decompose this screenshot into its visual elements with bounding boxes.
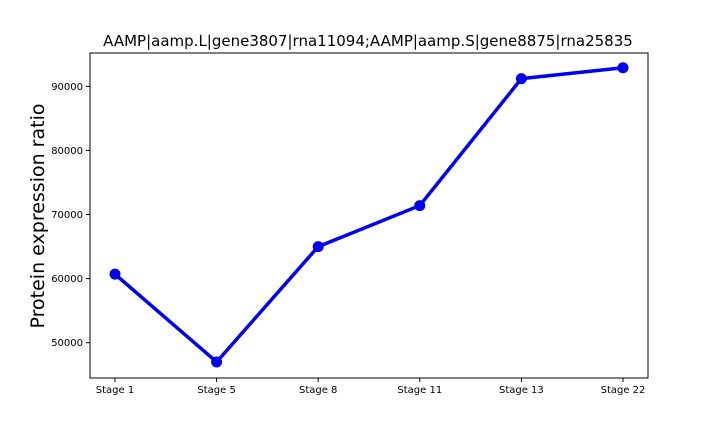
data-point [211, 356, 223, 368]
data-point [414, 200, 426, 212]
data-point [312, 241, 324, 253]
data-point [617, 62, 629, 74]
y-axis: 50000 60000 70000 80000 90000 [51, 82, 90, 349]
x-axis: Stage 1 Stage 5 Stage 8 Stage 11 Stage 13 Sta… [96, 378, 646, 396]
x-tick-label: Stage 8 [299, 385, 337, 396]
data-point [515, 73, 527, 85]
y-tick-label: 50000 [51, 338, 83, 349]
chart-title: AAMP|aamp.L|gene3807|rna11094;AAMP|aamp.… [103, 32, 633, 50]
x-tick-label: Stage 1 [96, 385, 134, 396]
x-tick-label: Stage 11 [397, 385, 442, 396]
y-tick-label: 60000 [51, 274, 83, 285]
y-axis-label: Protein expression ratio [27, 104, 49, 329]
series-line [113, 66, 624, 364]
y-tick-label: 80000 [51, 146, 83, 157]
x-tick-label: Stage 5 [197, 385, 235, 396]
x-tick-label: Stage 22 [601, 385, 646, 396]
x-tick-label: Stage 13 [499, 385, 544, 396]
data-point [109, 268, 121, 280]
y-tick-label: 90000 [51, 82, 83, 93]
series-layer [109, 62, 629, 368]
y-tick-label: 70000 [51, 210, 83, 221]
plot-frame [89, 52, 649, 379]
